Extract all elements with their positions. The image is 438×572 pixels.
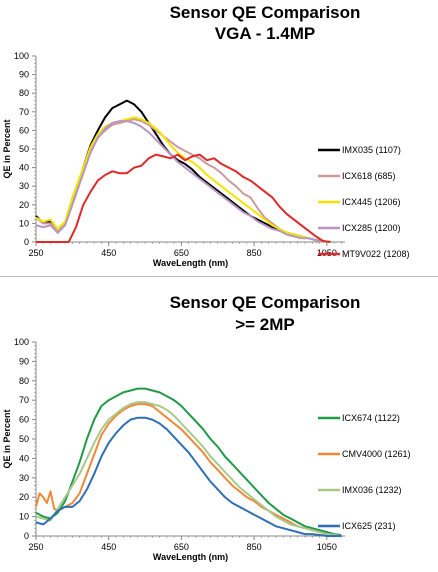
series-line-4 [35,120,331,243]
series-line-1 [35,99,331,243]
y-tick-label: 10 [19,218,29,228]
y-tick-label: 100 [14,337,29,347]
y-tick-label: 20 [19,492,29,502]
x-tick-label: 250 [28,542,43,552]
y-tick-label: 80 [19,88,29,98]
chart-subtitle: >= 2MP [235,315,295,334]
y-tick-label: 30 [19,473,29,483]
legend-label: CMV4000 (1261) [342,449,411,459]
x-tick-label: 450 [101,248,116,258]
series-line-2 [35,403,342,537]
series-line-5 [36,153,331,243]
y-tick-label: 60 [19,125,29,135]
x-axis-label: WaveLength (nm) [153,552,228,562]
legend-label: IMX035 (1107) [342,145,401,155]
legend-label: ICX618 (685) [342,171,396,181]
y-tick-label: 80 [19,376,29,386]
legend-label: ICX625 (231) [342,521,396,531]
chart-panel-2mp: Sensor QE Comparison >= 2MP 0 10 20 30 40 50 6… [0,286,438,572]
y-tick-label: 0 [24,531,29,541]
y-tick-label: 60 [19,415,29,425]
chart-svg-vga: 01020304050607080901002504506508501050Wa… [2,51,410,268]
divider [0,276,438,277]
series-line-3 [35,116,331,243]
series-line-1 [35,387,342,536]
legend-label: IMX036 (1232) [342,485,402,495]
legend-label: ICX674 (1122) [342,413,400,423]
x-tick-label: 650 [174,542,189,552]
y-tick-label: 90 [19,356,29,366]
x-tick-label: 450 [101,542,116,552]
chart-title: Sensor QE Comparison [169,293,361,312]
y-tick-label: 40 [19,453,29,463]
y-tick-label: 0 [24,237,29,247]
x-tick-label: 850 [247,248,262,258]
x-axis-label: WaveLength (nm) [153,258,228,268]
y-tick-label: 50 [19,144,29,154]
y-tick-label: 100 [14,51,29,61]
y-axis-label: QE in Percent [2,409,12,468]
x-tick-label: 1050 [317,542,337,552]
y-tick-label: 10 [19,512,29,522]
y-axis-label: QE in Percent [2,119,12,178]
y-tick-label: 20 [19,200,29,210]
y-tick-label: 30 [19,181,29,191]
chart-subtitle: VGA - 1.4MP [214,24,316,43]
chart-title: Sensor QE Comparison [169,3,361,22]
series-line-3 [35,401,342,537]
x-tick-label: 650 [174,248,189,258]
legend-label: MT9V022 (1208) [342,249,410,259]
y-tick-label: 40 [19,163,29,173]
y-tick-label: 70 [19,107,29,117]
y-tick-label: 70 [19,395,29,405]
x-tick-label: 250 [28,248,43,258]
y-tick-label: 90 [19,70,29,80]
chart-panel-vga: Sensor QE Comparison VGA - 1.4MP 0 10 20 30… [0,0,438,270]
x-tick-label: 850 [247,542,262,552]
legend-label: ICX445 (1206) [342,197,401,207]
legend-label: ICX285 (1200) [342,223,401,233]
series-line-4 [35,416,342,537]
chart-svg-2mp: 0 10 20 30 40 50 60 70 80 90 100 250 450 650 850 1050 Wa… [2,337,411,562]
y-tick-label: 50 [19,434,29,444]
